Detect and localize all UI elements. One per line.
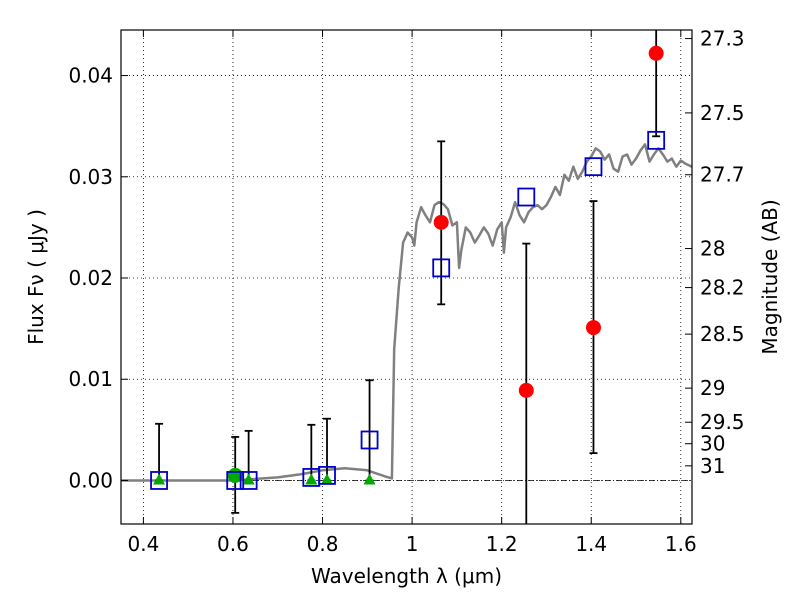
- right-axis-tick-label: 28: [700, 237, 725, 261]
- right-axis-tick-label: 27.3: [700, 27, 745, 51]
- detection-point: [518, 382, 534, 398]
- right-axis-tick-label: 28.2: [700, 276, 745, 300]
- spectrum-line: [121, 143, 693, 482]
- y-tick-label: 0.02: [68, 266, 113, 290]
- y-tick-label: 0.00: [68, 468, 113, 492]
- detection-point: [648, 45, 664, 61]
- upper-limit-triangle: [242, 473, 255, 485]
- upper-limit-triangle: [153, 473, 166, 485]
- y-tick-label: 0.03: [68, 165, 113, 189]
- plot-frame: [120, 29, 693, 525]
- right-axis-tick-label: 30: [700, 432, 725, 456]
- detection-point: [585, 320, 601, 336]
- x-tick-label: 1: [406, 532, 419, 556]
- y-tick-label: 0.04: [68, 64, 113, 88]
- right-axis-tick-label: 31: [700, 454, 725, 478]
- right-axis-label: Magnitude (AB): [758, 199, 782, 354]
- model-bandpass-square: [517, 187, 536, 207]
- model-bandpass-square: [584, 157, 603, 177]
- upper-limit-triangle: [305, 473, 318, 485]
- x-tick-label: 1.4: [575, 532, 607, 556]
- grid-lines: [121, 30, 692, 524]
- right-axis-tick-label: 28.5: [700, 322, 745, 346]
- tick-labels: 0.4 0.6 0.8 1 1.2 1.4 1.6 0.00 0.01 0.02 0.03 0.04 2…: [68, 27, 744, 556]
- right-axis-tick-label: 29.5: [700, 410, 745, 434]
- data-markers: [150, 45, 666, 490]
- right-axis-tick-label: 27.7: [700, 163, 745, 187]
- detection-point: [433, 214, 449, 230]
- x-tick-label: 0.6: [217, 532, 249, 556]
- x-tick-label: 1.2: [486, 532, 518, 556]
- right-axis-tick-label: 27.5: [700, 101, 745, 125]
- x-axis-label: Wavelength λ (μm): [311, 564, 502, 588]
- model-bandpass-square: [226, 471, 245, 490]
- model-bandpass-square: [360, 430, 379, 450]
- model-bandpass-square: [318, 466, 336, 485]
- model-bandpass-square: [239, 471, 258, 490]
- right-axis-tick-label: 29: [700, 376, 725, 400]
- x-tick-label: 0.4: [127, 532, 159, 556]
- error-bars: [155, 30, 661, 524]
- upper-limit-triangle: [321, 473, 334, 485]
- x-tick-label: 1.6: [665, 532, 697, 556]
- x-tick-label: 0.8: [307, 532, 339, 556]
- upper-limit-triangle: [363, 473, 376, 485]
- axis-ticks: [121, 30, 692, 524]
- model-bandpass-square: [150, 471, 168, 490]
- y-axis-label: Flux Fν ( μJy ): [24, 209, 48, 345]
- model-bandpass-square: [432, 258, 451, 278]
- template-spectrum: [121, 143, 693, 482]
- model-bandpass-square: [647, 130, 666, 150]
- y-tick-label: 0.01: [68, 367, 113, 391]
